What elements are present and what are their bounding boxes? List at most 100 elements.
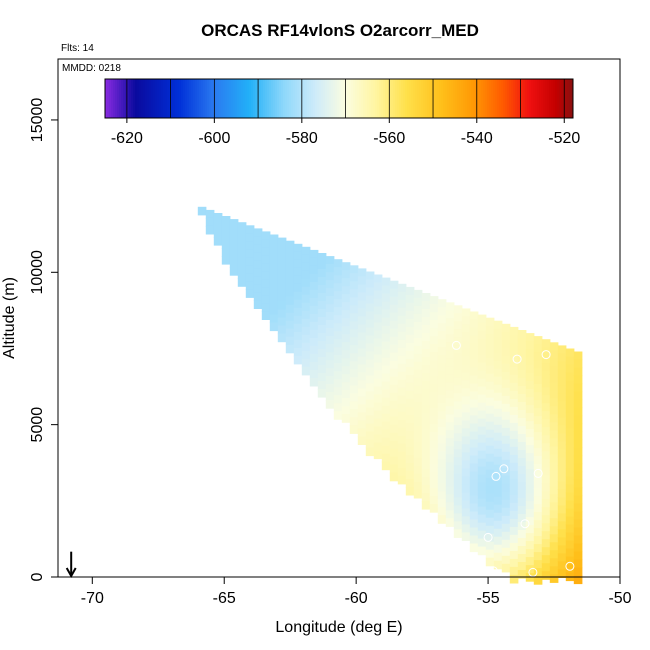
heatmap-cell (485, 525, 495, 535)
colorbar-swatch (215, 79, 218, 118)
heatmap-cell (373, 338, 383, 348)
heatmap-cell (525, 445, 535, 454)
heatmap-cell (501, 379, 511, 389)
heatmap-cell (517, 546, 527, 555)
heatmap-cell (469, 327, 479, 337)
heatmap-cell (269, 266, 279, 276)
colorbar-swatch (177, 79, 180, 118)
heatmap-cell (485, 421, 495, 431)
colorbar-swatch (431, 79, 434, 118)
colorbar-swatch (559, 79, 562, 118)
heatmap-cell (421, 349, 431, 358)
heatmap-cell (477, 546, 487, 556)
heatmap-cell (381, 293, 391, 303)
heatmap-cell (437, 451, 447, 460)
heatmap-cell (333, 267, 343, 276)
flight-point (451, 340, 461, 350)
heatmap-cell (373, 370, 383, 380)
wind-arrow (65, 551, 77, 579)
heatmap-cell (437, 515, 447, 524)
heatmap-cell (533, 552, 543, 561)
heatmap-cell (509, 526, 519, 536)
heatmap-cell (373, 290, 383, 300)
heatmap-cell (221, 240, 231, 249)
heatmap-cell (485, 557, 495, 567)
heatmap-cell (229, 267, 239, 276)
heatmap-cell (325, 360, 335, 369)
heatmap-cell (389, 360, 399, 370)
heatmap-cell (541, 395, 551, 404)
heatmap-cell (437, 491, 447, 500)
heatmap-cell (445, 310, 455, 319)
heatmap-cell (325, 296, 335, 305)
colorbar-swatch (541, 79, 544, 118)
heatmap-cell (293, 331, 303, 341)
heatmap-cell (333, 403, 343, 412)
colorbar-swatch (357, 79, 360, 118)
heatmap-cell (333, 347, 343, 356)
heatmap-cell (501, 475, 511, 485)
heatmap-cell (573, 567, 583, 577)
heatmap-cell (301, 254, 311, 264)
heatmap-cell (325, 256, 335, 265)
heatmap-cell (501, 507, 511, 517)
heatmap-cell (357, 316, 367, 325)
heatmap-cell (421, 437, 431, 446)
heatmap-cell (405, 390, 415, 400)
heatmap-cell (469, 359, 479, 369)
heatmap-cell (485, 445, 495, 455)
heatmap-cell (365, 311, 375, 321)
heatmap-cell (389, 392, 399, 402)
heatmap-cell (549, 390, 559, 399)
heatmap-cell (533, 464, 543, 473)
colorbar-swatch (365, 79, 368, 118)
heatmap-cell (541, 523, 551, 532)
heatmap-cell (293, 275, 303, 285)
heatmap-cell (509, 438, 519, 448)
heatmap-cell (405, 302, 415, 312)
colorbar-swatch (317, 79, 320, 118)
heatmap-cell (509, 366, 519, 376)
heatmap-cell (453, 305, 463, 314)
heatmap-cell (493, 520, 503, 530)
colorbar-swatch (523, 79, 526, 118)
colorbar-swatch (531, 79, 534, 118)
heatmap-cell (565, 452, 575, 462)
colorbar-swatch (565, 79, 568, 118)
heatmap-cell (405, 470, 415, 480)
heatmap-cell (469, 335, 479, 345)
heatmap-cell (253, 268, 263, 277)
heatmap-cell (445, 414, 455, 423)
colorbar-swatch (363, 79, 366, 118)
heatmap-cell (285, 344, 295, 354)
heatmap-cell (445, 366, 455, 375)
flight-point (541, 350, 551, 360)
heatmap-cell (517, 514, 527, 523)
heatmap-cell (365, 335, 375, 345)
heatmap-cell (525, 509, 535, 518)
colorbar: -620 -600 -580 -560 -540 -520 (103, 78, 580, 147)
heatmap-cell (389, 304, 399, 314)
heatmap-cell (541, 475, 551, 484)
heatmap-cell (493, 400, 503, 410)
heatmap-cell (413, 377, 423, 387)
heatmap-cell (421, 429, 431, 438)
heatmap-cell (389, 328, 399, 338)
colorbar-swatch (439, 79, 442, 118)
heatmap-cell (573, 479, 583, 489)
heatmap-cell (413, 457, 423, 467)
heatmap-cell (517, 410, 527, 419)
heatmap-cell (549, 470, 559, 479)
heatmap-cell (269, 234, 279, 244)
heatmap-cell (477, 330, 487, 340)
heatmap-cell (557, 353, 567, 362)
colorbar-swatch (303, 79, 306, 118)
heatmap-cell (421, 357, 431, 366)
heatmap-cell (533, 344, 543, 353)
heatmap-cell (341, 278, 351, 287)
heatmap-cell (461, 332, 471, 341)
heatmap-cell (341, 350, 351, 359)
colorbar-swatch (121, 79, 124, 118)
heatmap-cell (501, 403, 511, 413)
heatmap-cell (381, 429, 391, 439)
